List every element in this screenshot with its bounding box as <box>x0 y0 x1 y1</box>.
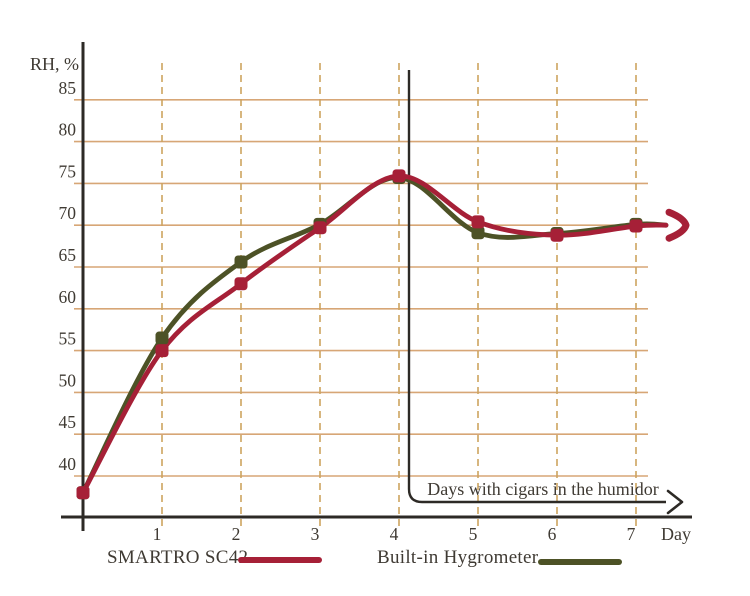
annotation-line <box>407 70 666 504</box>
data-point-built-in-hygrometer-day-2 <box>234 255 248 269</box>
y-tick-label-45: 45 <box>59 412 77 432</box>
y-tick-label-75: 75 <box>59 161 77 181</box>
y-tick-label-80: 80 <box>59 120 77 140</box>
legend-swatch-smartro-sc42 <box>238 557 322 563</box>
chart-legend: SMARTRO SC42 Built-in Hygrometer <box>0 544 750 580</box>
continuation-arrowhead-icon <box>665 208 690 242</box>
data-point-smartro-sc42-day-6 <box>550 228 564 242</box>
y-tick-label-55: 55 <box>59 329 77 349</box>
legend-swatch-built-in-hygrometer <box>538 559 622 565</box>
legend-label-smartro-sc42: SMARTRO SC42 <box>107 547 249 568</box>
x-axis-title: Day <box>661 524 691 544</box>
data-point-smartro-sc42-day-7 <box>629 219 643 233</box>
y-tick-label-50: 50 <box>59 370 77 390</box>
annotation-arrowhead-icon <box>666 489 684 515</box>
series-line-smartro-sc42 <box>80 173 669 496</box>
y-tick-label-85: 85 <box>59 78 77 98</box>
y-tick-label-40: 40 <box>59 454 77 474</box>
y-tick-label-70: 70 <box>59 203 77 223</box>
data-point-built-in-hygrometer-day-1 <box>155 331 169 345</box>
data-point-smartro-sc42-day-2 <box>234 277 248 291</box>
annotation-text: Days with cigars in the humidor <box>427 479 658 499</box>
data-point-smartro-sc42-day-1 <box>155 344 169 358</box>
data-point-smartro-sc42-day-4 <box>392 169 406 183</box>
x-tick-label-5: 5 <box>469 524 478 544</box>
x-tick-label-1: 1 <box>153 524 162 544</box>
y-axis-title: RH, % <box>30 54 79 74</box>
x-tick-label-6: 6 <box>548 524 557 544</box>
data-point-smartro-sc42-day-5 <box>471 215 485 229</box>
data-point-built-in-hygrometer-day-5 <box>471 226 485 240</box>
x-tick-label-7: 7 <box>627 524 636 544</box>
data-point-smartro-sc42-day-0 <box>76 486 90 500</box>
y-tick-label-65: 65 <box>59 245 77 265</box>
data-point-smartro-sc42-day-3 <box>313 221 327 235</box>
x-tick-label-4: 4 <box>390 524 399 544</box>
y-tick-label-60: 60 <box>59 287 77 307</box>
x-tick-label-3: 3 <box>311 524 320 544</box>
x-tick-label-2: 2 <box>232 524 241 544</box>
legend-label-built-in-hygrometer: Built-in Hygrometer <box>377 547 539 568</box>
